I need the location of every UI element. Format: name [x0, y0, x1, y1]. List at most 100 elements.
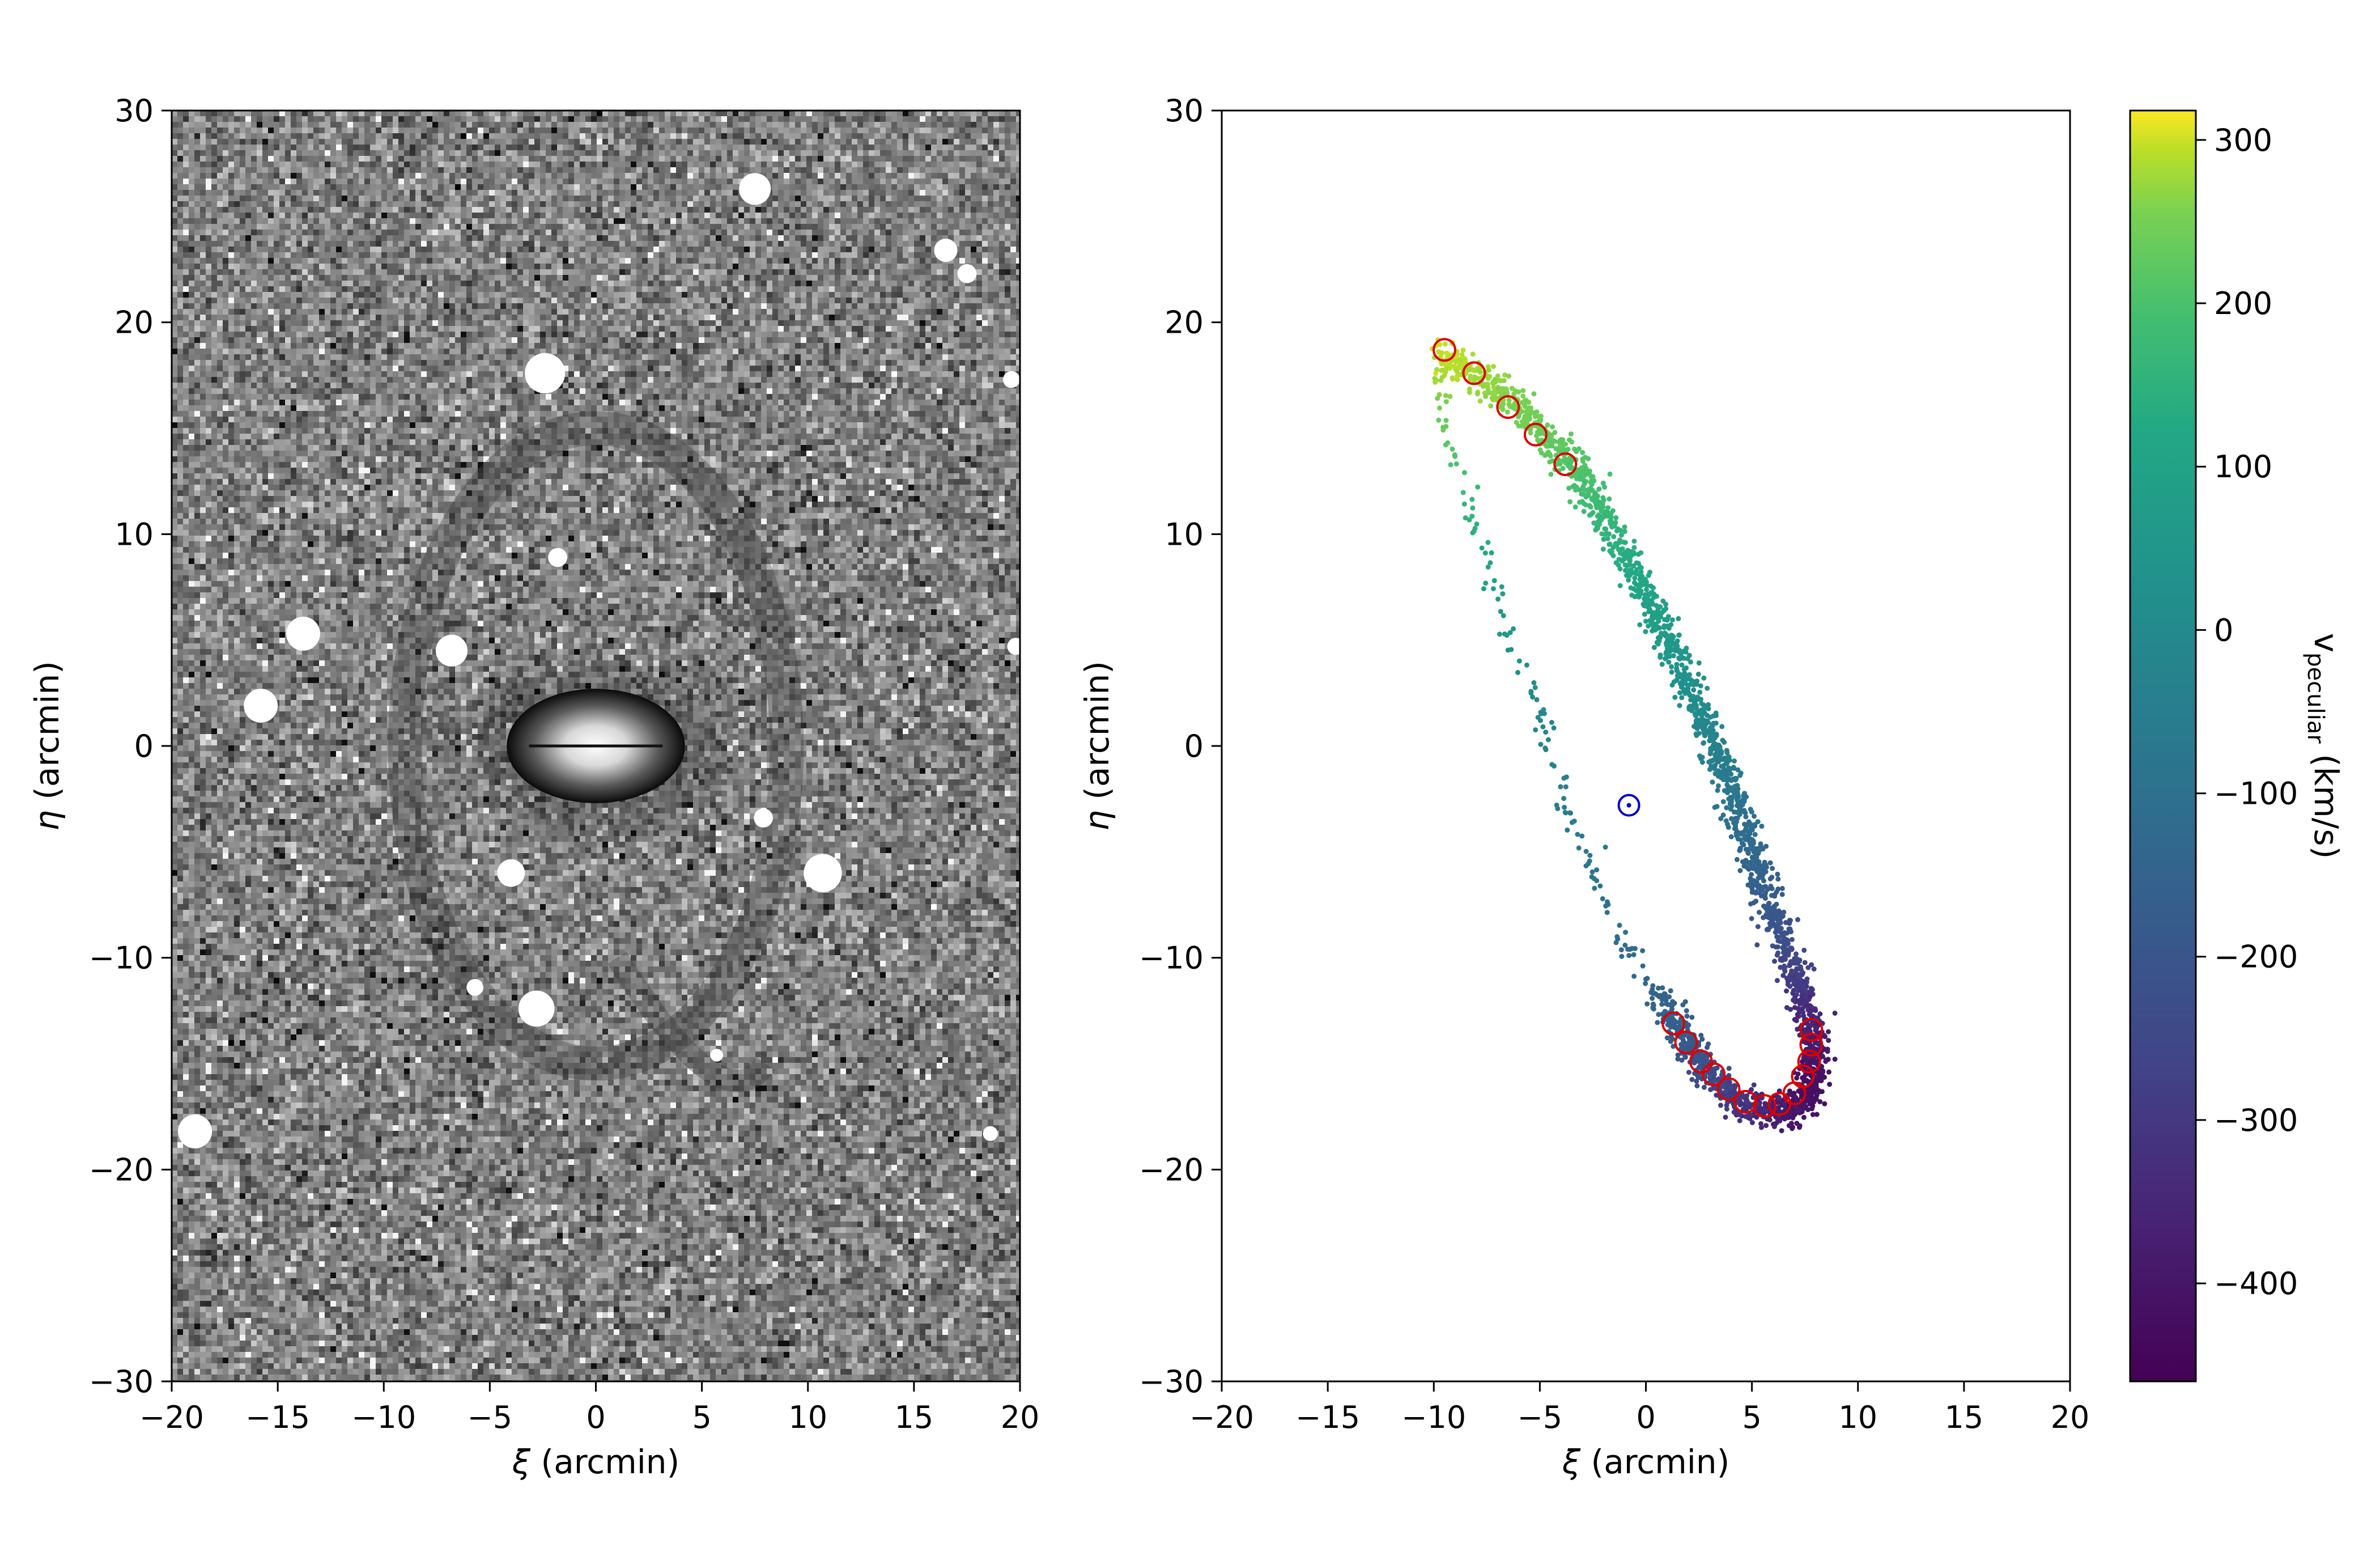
particle	[1795, 1012, 1800, 1017]
red-marker	[1702, 1062, 1726, 1087]
particle	[1711, 1078, 1717, 1084]
particle	[1572, 504, 1578, 510]
particle	[1532, 414, 1538, 419]
particle	[1726, 776, 1732, 782]
red-marker	[1799, 1017, 1824, 1042]
particle	[1676, 616, 1681, 621]
particle	[1537, 427, 1542, 432]
particle	[1723, 818, 1729, 824]
particle	[1605, 505, 1611, 511]
particle	[1774, 934, 1780, 940]
particle	[1731, 1109, 1737, 1115]
particle	[1787, 963, 1792, 968]
particle	[1698, 1033, 1704, 1038]
particle	[1626, 953, 1632, 959]
particle	[1689, 1077, 1695, 1082]
particle	[1706, 759, 1712, 765]
particle	[1789, 945, 1795, 951]
x-tick-label: −5	[1518, 1400, 1563, 1435]
bright-source	[983, 1126, 998, 1141]
particle	[1588, 480, 1593, 486]
particle	[1638, 588, 1644, 594]
particle	[1668, 647, 1674, 652]
particle	[1443, 393, 1448, 398]
particle	[1760, 846, 1766, 852]
particle	[1469, 497, 1475, 502]
particle	[1483, 580, 1489, 586]
red-marker	[1462, 361, 1486, 385]
particle	[1751, 1082, 1757, 1088]
particle	[1750, 863, 1756, 868]
particle	[1773, 908, 1778, 914]
particle	[1608, 511, 1614, 516]
particle	[1463, 515, 1468, 521]
particle	[1565, 827, 1570, 833]
particle	[1752, 846, 1757, 851]
particle	[1470, 530, 1476, 536]
particle	[1779, 1128, 1784, 1134]
x-tick-label: −10	[1401, 1400, 1466, 1435]
particle	[1708, 1087, 1714, 1092]
particle	[1647, 607, 1652, 612]
particle	[1744, 824, 1749, 829]
particle	[1644, 587, 1649, 592]
particle	[1581, 508, 1587, 514]
particle	[1579, 833, 1585, 839]
particle	[1511, 626, 1516, 631]
particle	[1832, 1010, 1838, 1016]
particle	[1669, 1001, 1674, 1007]
particle	[1787, 1088, 1792, 1094]
particle	[1675, 1056, 1681, 1062]
particle	[1710, 722, 1715, 728]
particle	[1767, 860, 1773, 866]
particle	[1648, 621, 1654, 626]
red-marker	[1674, 1031, 1698, 1055]
particle	[1748, 822, 1754, 828]
particle	[1679, 695, 1685, 701]
x-tick-label: −20	[139, 1400, 204, 1435]
particle	[1669, 617, 1675, 622]
particle	[1463, 357, 1468, 362]
particle	[1622, 540, 1628, 545]
particle	[1461, 470, 1467, 476]
particle	[1592, 499, 1598, 505]
particle	[1583, 502, 1589, 508]
particle	[1490, 380, 1495, 386]
particle	[1467, 517, 1472, 523]
bright-source	[804, 854, 842, 892]
particle	[1731, 766, 1737, 771]
particle	[1627, 561, 1633, 567]
particle	[1668, 622, 1674, 627]
particle	[1788, 1007, 1794, 1012]
particle	[1538, 741, 1544, 747]
particle	[1495, 596, 1501, 602]
particle	[1480, 384, 1486, 389]
particle	[1506, 374, 1511, 379]
particle	[1684, 1008, 1689, 1014]
particle	[1698, 1065, 1704, 1071]
particle	[1698, 724, 1704, 730]
left-y-ticks: −30 −20 −10 0 10 20 30	[89, 93, 172, 1400]
particle	[1438, 368, 1444, 374]
particle	[1696, 731, 1702, 736]
particle	[1664, 633, 1670, 638]
particle	[1669, 664, 1674, 669]
particle	[1734, 833, 1739, 838]
particle	[1745, 882, 1751, 888]
particle	[1558, 784, 1563, 790]
particle	[1677, 656, 1682, 662]
particle	[1643, 981, 1648, 986]
particle	[1568, 466, 1573, 471]
particle	[1444, 350, 1450, 356]
colorbar-tick-label: −400	[2214, 1266, 2298, 1301]
particle	[1773, 944, 1779, 950]
particle	[1795, 1071, 1801, 1077]
particle	[1604, 910, 1610, 915]
particle	[1764, 914, 1770, 919]
particle	[1671, 679, 1677, 685]
particle	[1534, 409, 1540, 415]
particle	[1817, 1011, 1823, 1017]
stream-particles	[1429, 337, 1838, 1134]
particle	[1658, 604, 1663, 609]
particle	[1643, 601, 1649, 607]
